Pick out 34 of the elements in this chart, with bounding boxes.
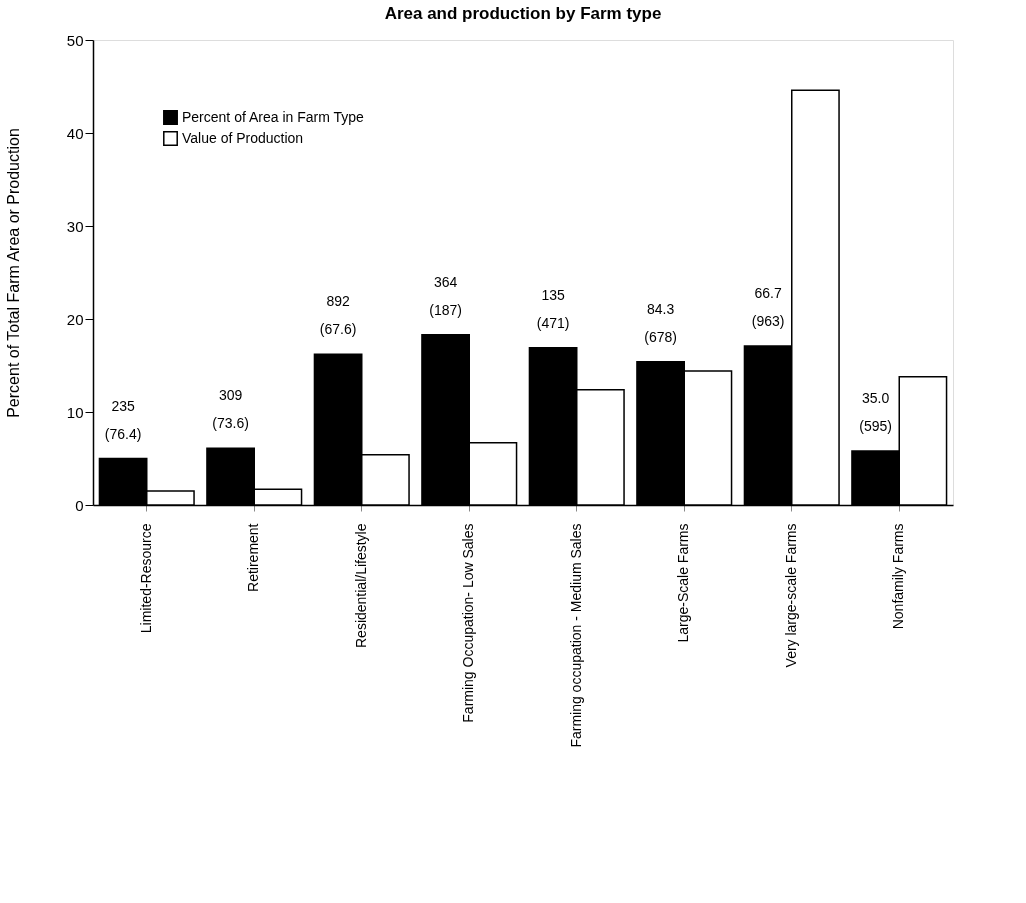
x-tick-label: Very large-scale Farms — [782, 523, 799, 668]
annotation: (76.4) — [104, 425, 142, 442]
annotation: (471) — [536, 314, 570, 331]
annotation: 364 — [433, 273, 458, 290]
annotation: 892 — [326, 293, 350, 310]
x-tick-label: Farming Occupation- Low Sales — [460, 523, 477, 723]
chart-title: Area and production by Farm type — [384, 4, 662, 23]
y-axis-title: Percent of Total Farm Area or Production — [4, 128, 22, 418]
x-tick-label: Limited-Resource — [137, 523, 154, 634]
y-tick-label: 30 — [66, 217, 84, 235]
annotation: 35.0 — [861, 390, 890, 407]
x-tick-label: Residential/Lifestyle — [352, 523, 369, 649]
annotation: (595) — [859, 418, 892, 435]
annotation: (963) — [751, 312, 785, 329]
annotation: (678) — [644, 328, 677, 345]
legend-label: Percent of Area in Farm Type — [182, 108, 365, 125]
y-tick-label: 20 — [66, 310, 84, 328]
y-tick-label: 50 — [66, 31, 84, 49]
legend-label: Value of Production — [182, 129, 304, 146]
annotation: 66.7 — [754, 284, 782, 301]
annotation: 84.3 — [646, 300, 675, 317]
annotation: (67.6) — [319, 321, 357, 338]
annotation: 309 — [218, 387, 243, 404]
y-tick-label: 10 — [66, 403, 84, 421]
annotation: (187) — [429, 301, 462, 318]
x-tick-label: Nonfamily Farms — [890, 523, 907, 630]
y-tick-label: 40 — [66, 124, 84, 142]
annotation: 235 — [111, 397, 135, 414]
annotation: (73.6) — [212, 415, 249, 432]
annotation: 135 — [541, 286, 565, 303]
x-tick-label: Retirement — [245, 523, 262, 592]
x-tick-label: Farming occupation - Medium Sales — [567, 523, 584, 748]
x-tick-label: Large-Scale Farms — [675, 523, 692, 643]
y-tick-label: 0 — [75, 496, 84, 514]
